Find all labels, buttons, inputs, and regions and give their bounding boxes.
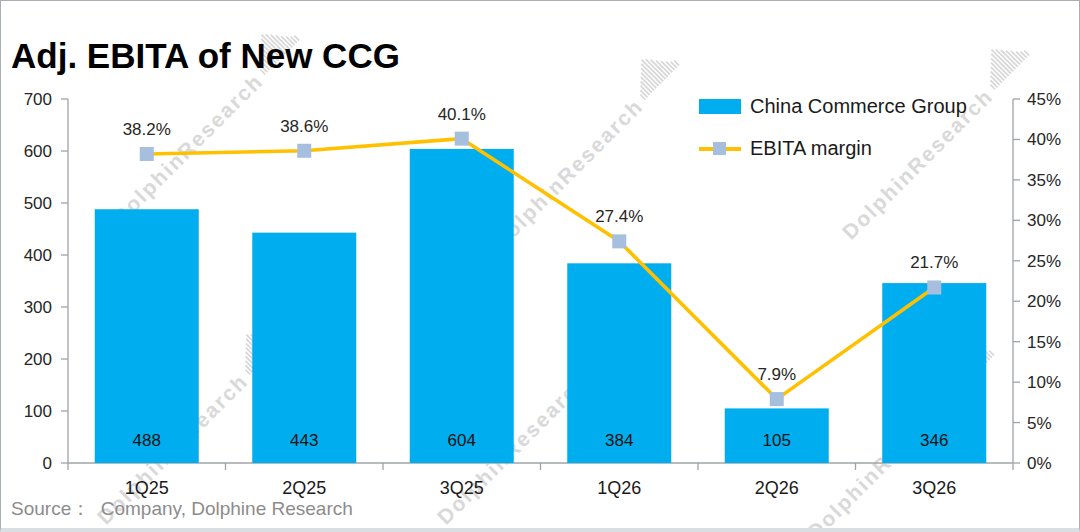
point-label: 27.4% bbox=[595, 207, 643, 226]
y-axis-right-tick-label: 20% bbox=[1027, 292, 1061, 311]
legend-label: China Commerce Group bbox=[750, 95, 967, 118]
point-label: 21.7% bbox=[910, 253, 958, 272]
y-axis-left-tick-label: 400 bbox=[24, 246, 52, 265]
legend-item-ebita-margin: EBITA margin bbox=[699, 137, 967, 159]
legend-item-china-commerce-group: China Commerce Group bbox=[699, 95, 967, 117]
y-axis-left-tick-label: 600 bbox=[24, 142, 52, 161]
bar-value-label: 346 bbox=[920, 431, 948, 450]
line-marker-swatch-icon bbox=[699, 141, 741, 156]
y-axis-left-tick-label: 700 bbox=[24, 90, 52, 109]
line-marker bbox=[140, 147, 154, 161]
bar bbox=[252, 233, 356, 463]
y-axis-right-tick-label: 15% bbox=[1027, 333, 1061, 352]
point-label: 40.1% bbox=[438, 105, 486, 124]
category-label: 3Q26 bbox=[912, 478, 956, 498]
line-marker bbox=[297, 144, 311, 158]
legend-label: EBITA margin bbox=[750, 137, 872, 160]
chart-card: DolphinResearchDolphinResearchDolphinRes… bbox=[0, 0, 1080, 532]
category-label: 2Q25 bbox=[282, 478, 326, 498]
y-axis-left-tick-label: 300 bbox=[24, 298, 52, 317]
point-label: 38.6% bbox=[280, 117, 328, 136]
source-note: Source： Company, Dolphine Research bbox=[11, 496, 353, 522]
bar-value-label: 384 bbox=[605, 431, 633, 450]
line-marker bbox=[455, 132, 469, 146]
bar bbox=[410, 149, 514, 463]
category-label: 1Q26 bbox=[597, 478, 641, 498]
y-axis-left-tick-label: 100 bbox=[24, 402, 52, 421]
bar-value-label: 604 bbox=[448, 431, 476, 450]
marker-swatch-square bbox=[713, 142, 726, 155]
category-label: 1Q25 bbox=[125, 478, 169, 498]
category-label: 2Q26 bbox=[755, 478, 799, 498]
plot-area: 700 600 500 400 300 200 100 0 45% 40% 35% 30% 25% 20%… bbox=[1, 1, 1080, 532]
y-axis-right-tick-label: 35% bbox=[1027, 171, 1061, 190]
bar-value-label: 488 bbox=[133, 431, 161, 450]
y-axis-right-tick-label: 30% bbox=[1027, 211, 1061, 230]
y-axis-right-tick-label: 0% bbox=[1027, 454, 1052, 473]
line-marker bbox=[612, 234, 626, 248]
category-label: 3Q25 bbox=[440, 478, 484, 498]
point-label: 38.2% bbox=[123, 120, 171, 139]
y-axis-right-tick-label: 40% bbox=[1027, 130, 1061, 149]
bar-swatch-icon bbox=[699, 99, 741, 114]
bar-value-label: 443 bbox=[290, 431, 318, 450]
y-axis-right-tick-label: 25% bbox=[1027, 252, 1061, 271]
chart-title: Adj. EBITA of New CCG bbox=[11, 36, 400, 76]
y-axis-right-tick-label: 45% bbox=[1027, 90, 1061, 109]
point-label: 7.9% bbox=[757, 365, 796, 384]
legend: China Commerce Group EBITA margin bbox=[699, 95, 967, 159]
y-axis-right-tick-label: 5% bbox=[1027, 414, 1052, 433]
line-marker bbox=[770, 392, 784, 406]
y-axis-right-tick-label: 10% bbox=[1027, 373, 1061, 392]
y-axis-left-tick-label: 200 bbox=[24, 350, 52, 369]
bar-value-label: 105 bbox=[763, 431, 791, 450]
bar bbox=[95, 209, 199, 463]
y-axis-left-tick-label: 0 bbox=[43, 454, 52, 473]
y-axis-left-tick-label: 500 bbox=[24, 194, 52, 213]
line-marker bbox=[927, 280, 941, 294]
